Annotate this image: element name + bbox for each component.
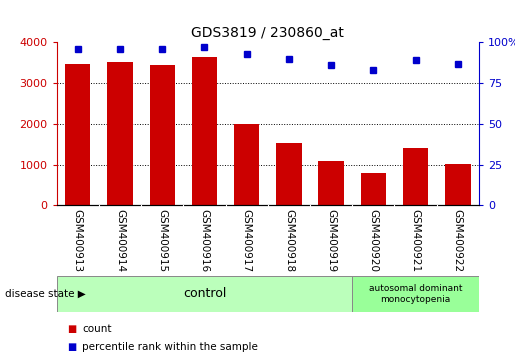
Bar (65, 64, 91, 205)
Bar (445, 164, 471, 205)
Text: GSM400913: GSM400913 (73, 209, 83, 272)
Text: GSM400922: GSM400922 (453, 209, 463, 272)
Bar (107, 62, 133, 205)
Text: ■: ■ (67, 324, 76, 334)
Text: count: count (82, 324, 112, 334)
Bar (352, 276, 479, 312)
Text: GSM400917: GSM400917 (242, 209, 252, 272)
Text: autosomal dominant
monocytopenia: autosomal dominant monocytopenia (369, 284, 462, 303)
Bar (276, 143, 302, 205)
Text: percentile rank within the sample: percentile rank within the sample (82, 342, 259, 352)
Text: GSM400918: GSM400918 (284, 209, 294, 272)
Text: GSM400920: GSM400920 (368, 209, 379, 272)
Bar (57, 276, 352, 312)
Text: GSM400921: GSM400921 (410, 209, 421, 272)
Text: control: control (183, 287, 226, 300)
Title: GDS3819 / 230860_at: GDS3819 / 230860_at (192, 26, 344, 40)
Bar (403, 148, 428, 205)
Bar (234, 124, 260, 205)
Text: GSM400915: GSM400915 (157, 209, 167, 272)
Bar (318, 161, 344, 205)
Text: GSM400916: GSM400916 (199, 209, 210, 272)
Bar (149, 65, 175, 205)
Text: GSM400919: GSM400919 (326, 209, 336, 272)
Text: disease state ▶: disease state ▶ (5, 289, 86, 299)
Bar (360, 173, 386, 205)
Text: GSM400914: GSM400914 (115, 209, 125, 272)
Text: ■: ■ (67, 342, 76, 352)
Bar (192, 57, 217, 205)
